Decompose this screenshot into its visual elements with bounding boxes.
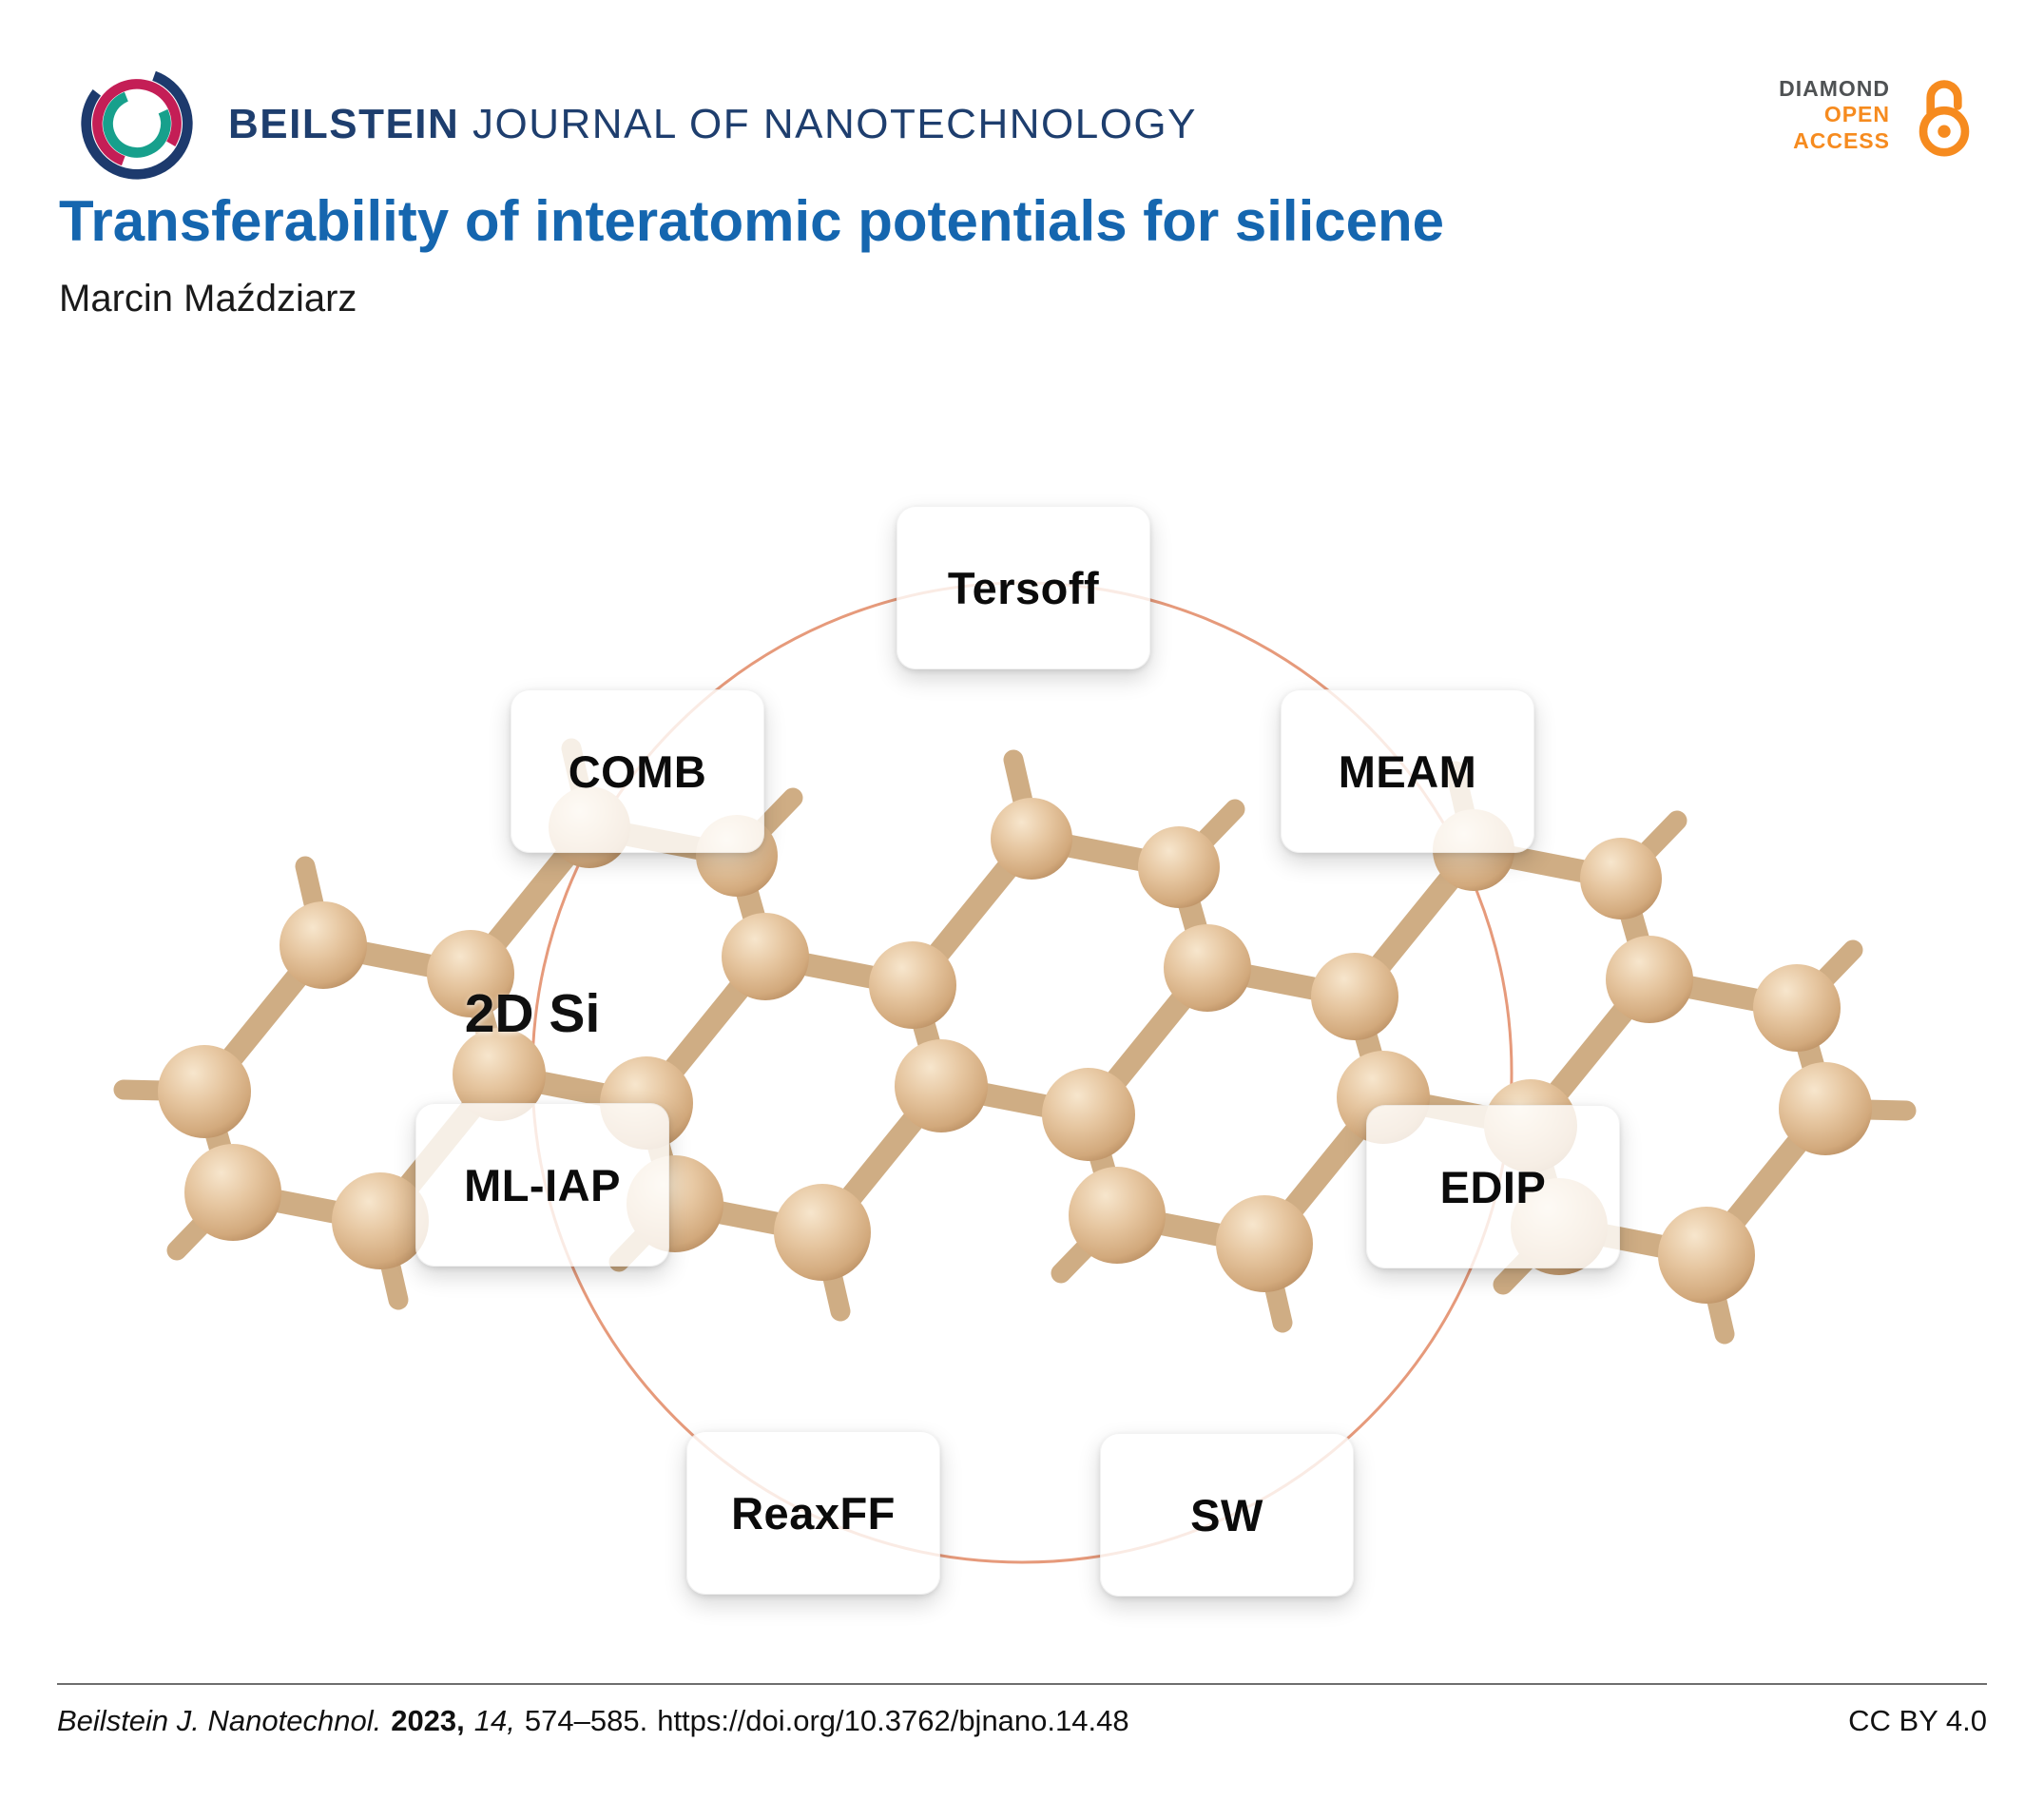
citation-doi-link[interactable]: https://doi.org/10.3762/bjnano.14.48	[657, 1704, 1129, 1737]
potential-box-edip: EDIP	[1366, 1105, 1620, 1268]
journal-name-bold: BEILSTEIN	[228, 101, 460, 147]
open-access-badge-text: DIAMOND OPEN ACCESS	[1779, 76, 1890, 153]
potential-box-tersoff: Tersoff	[897, 506, 1150, 669]
beilstein-logo-icon	[81, 68, 193, 180]
potential-label: Tersoff	[947, 562, 1100, 613]
open-lock-icon	[1919, 80, 1970, 157]
citation-pages: 574–585.	[524, 1704, 648, 1737]
potential-label: ReaxFF	[731, 1487, 896, 1539]
potential-box-reaxff: ReaxFF	[686, 1431, 940, 1595]
potential-label: SW	[1190, 1489, 1263, 1540]
license-label: CC BY 4.0	[1848, 1704, 1987, 1737]
citation-volume: 14,	[473, 1704, 515, 1737]
journal-name-rest: JOURNAL OF NANOTECHNOLOGY	[472, 101, 1197, 147]
molecule-label: 2D Si	[464, 983, 601, 1044]
potential-label: EDIP	[1439, 1161, 1547, 1212]
potential-box-ml-iap: ML-IAP	[415, 1103, 669, 1267]
article-title: Transferability of interatomic potential…	[59, 189, 1445, 253]
journal-name: BEILSTEIN JOURNAL OF NANOTECHNOLOGY	[228, 98, 1197, 150]
potential-label: ML-IAP	[464, 1159, 621, 1210]
footer-divider	[57, 1683, 1987, 1685]
citation: Beilstein J. Nanotechnol. 2023, 14, 574–585…	[57, 1704, 1139, 1738]
badge-diamond-label: DIAMOND	[1779, 76, 1890, 102]
badge-access-label: ACCESS	[1793, 127, 1890, 153]
potential-box-sw: SW	[1100, 1433, 1354, 1597]
citation-journal: Beilstein J. Nanotechnol.	[57, 1704, 382, 1737]
potential-box-meam: MEAM	[1281, 689, 1534, 853]
article-author: Marcin Maździarz	[59, 278, 357, 319]
potential-box-comb: COMB	[511, 689, 764, 853]
footer: Beilstein J. Nanotechnol. 2023, 14, 574–585…	[57, 1704, 1987, 1738]
citation-year: 2023,	[391, 1704, 465, 1737]
potential-label: MEAM	[1338, 745, 1477, 797]
open-access-badge: DIAMOND OPEN ACCESS	[1779, 70, 1985, 160]
badge-open-label: OPEN	[1823, 102, 1890, 127]
potential-label: COMB	[568, 745, 707, 797]
